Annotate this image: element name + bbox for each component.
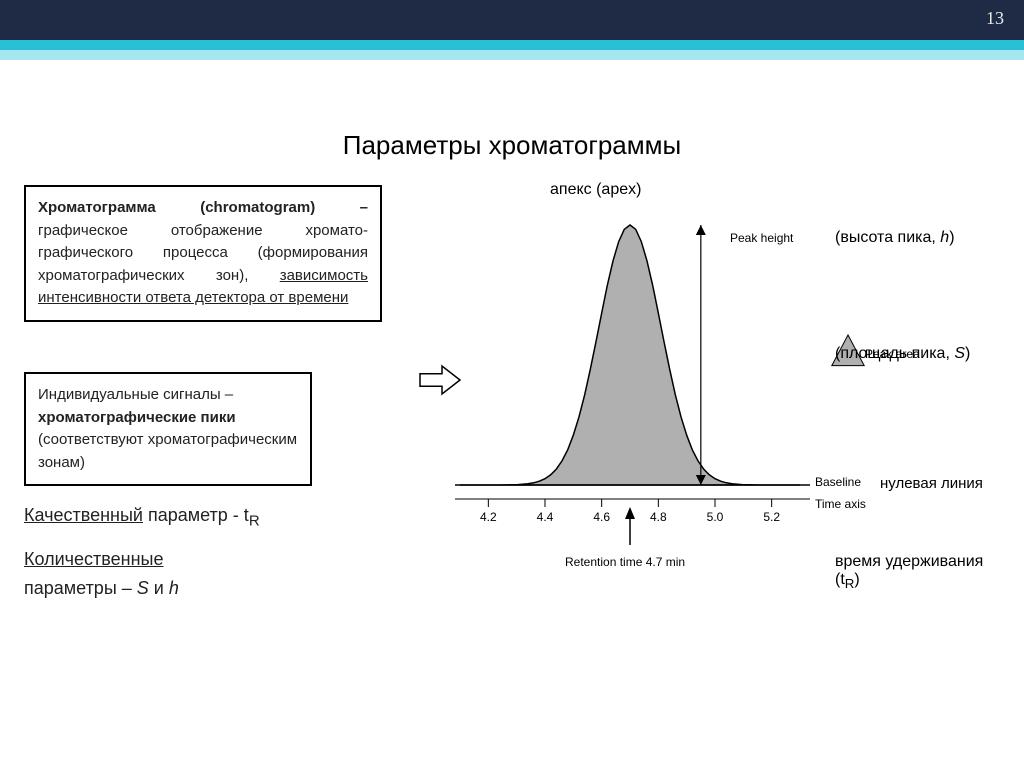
peak-area-ru-text: (площадь пика, [835,345,954,362]
quantitative-param-label: Количественные параметры – S и h [24,545,179,603]
accent-band-primary [0,40,1024,50]
quantitative-underlined: Количественные [24,549,164,569]
time-axis-label: Time axis [815,497,866,511]
peaks-line1-plain: Индивидуальные сигналы – [38,386,233,403]
baseline-en-label: Baseline [815,475,861,489]
apex-label: апекс (apex) [550,181,641,199]
quantitative-s: S [137,578,149,598]
svg-text:5.0: 5.0 [707,510,724,524]
quantitative-h: h [169,578,179,598]
qualitative-param-label: Качественный параметр - tR [24,505,260,530]
retention-subscript: R [845,576,855,591]
peak-height-ru-text: (высота пика, [835,229,940,246]
retention-time-en-label: Retention time 4.7 min [565,555,685,569]
peak-area-ru-final: (площадь пика, S) [835,345,970,363]
peak-area-s-italic: S [954,345,965,362]
peaks-line2: (соответствуют хроматографическим зонам) [38,431,297,471]
peak-area-close: ) [965,345,970,362]
qualitative-underlined: Качественный [24,505,143,525]
peak-height-h: h [940,229,949,246]
chromatogram-diagram: 4.2 4.4 4.6 4.8 5.0 5.2 апекс (apex) Peak hei… [400,175,1000,595]
svg-text:4.6: 4.6 [593,510,610,524]
accent-band-secondary [0,50,1024,60]
qualitative-rest: параметр - t [143,505,249,525]
quantitative-and: и [149,578,169,598]
svg-text:5.2: 5.2 [763,510,780,524]
peak-height-ru-label: (высота пика, h) [835,229,955,247]
svg-text:4.4: 4.4 [537,510,554,524]
qualitative-subscript: R [249,513,260,530]
quantitative-line2-prefix: параметры – [24,578,137,598]
retention-close: ) [854,571,859,588]
peak-height-close: ) [949,229,954,246]
peaks-line1-bold: хроматографические пики [38,409,236,426]
definition-box-peaks: Индивидуальные сигналы – хроматографичес… [24,372,312,486]
page-number: 13 [986,8,1004,29]
peak-height-en-label: Peak height [730,231,793,245]
retention-time-ru-label: время удерживания (tR) [835,553,1000,591]
header-bar: 13 [0,0,1024,40]
definition-box-chromatogram: Хроматограмма (chromatogram) – графическ… [24,185,382,322]
definition-heading: Хроматограмма (chromatogram) – [38,199,368,216]
baseline-ru-label: нулевая линия [880,475,983,492]
svg-text:4.2: 4.2 [480,510,497,524]
svg-text:4.8: 4.8 [650,510,667,524]
slide-title: Параметры хроматограммы [0,130,1024,161]
